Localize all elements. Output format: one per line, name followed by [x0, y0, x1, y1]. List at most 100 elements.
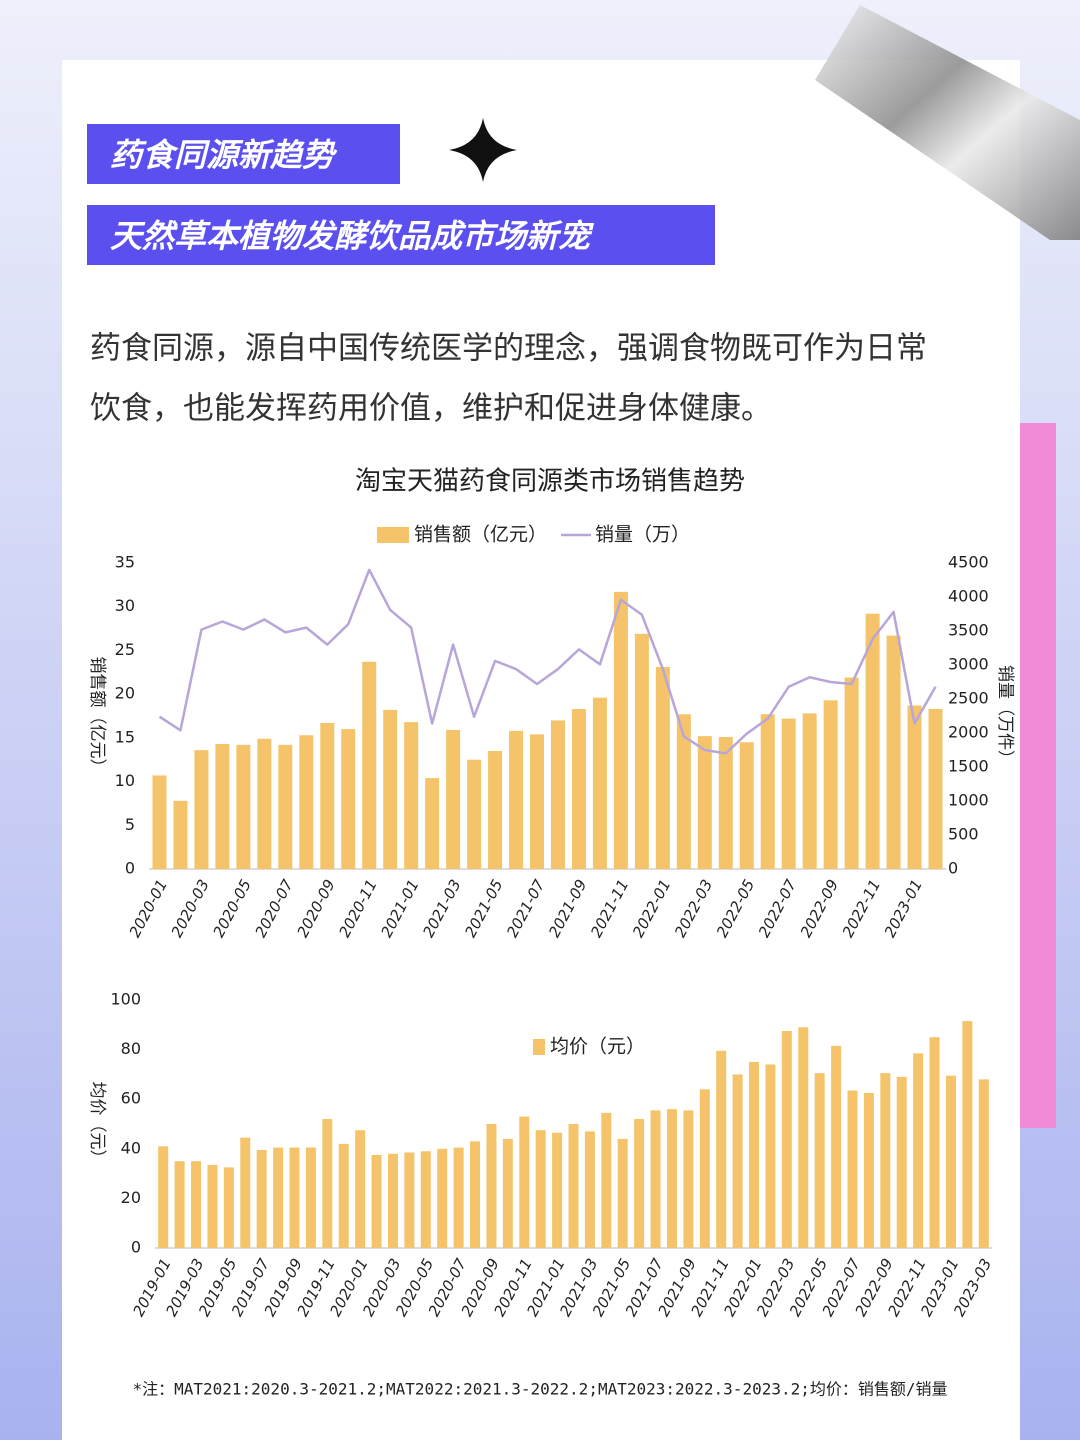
bar: [781, 718, 796, 869]
bar: [760, 714, 775, 869]
bar: [584, 1131, 595, 1248]
bar: [194, 750, 209, 869]
bar: [749, 1062, 760, 1248]
y-tick-label: 15: [115, 727, 135, 746]
bar: [666, 1109, 677, 1248]
bar: [173, 800, 188, 869]
bar: [223, 1167, 234, 1248]
y-tick-label: 30: [115, 596, 135, 615]
bar: [191, 1161, 202, 1248]
bar: [592, 697, 607, 869]
y-tick-label: 40: [121, 1138, 141, 1157]
bar: [886, 635, 901, 869]
bar: [802, 713, 817, 869]
bar: [519, 1116, 530, 1248]
y2-tick-label: 2000: [948, 723, 989, 742]
bar: [928, 709, 943, 869]
bar: [634, 1119, 645, 1248]
bar: [781, 1031, 792, 1248]
bar: [847, 1090, 858, 1248]
bar: [158, 1146, 169, 1248]
bar: [299, 735, 314, 869]
bar: [467, 759, 482, 869]
bar: [831, 1045, 842, 1248]
tag-text: 药食同源新趋势: [110, 136, 338, 174]
bar: [568, 1124, 579, 1248]
y2-tick-label: 4500: [948, 553, 989, 572]
bar: [765, 1064, 776, 1248]
bar: [962, 1021, 973, 1248]
bar: [486, 1124, 497, 1248]
bar: [929, 1037, 940, 1248]
bar: [446, 729, 461, 869]
bar: [278, 744, 293, 869]
bar: [502, 1138, 513, 1248]
bar: [338, 1143, 349, 1248]
title-box: [87, 205, 715, 265]
bar: [716, 1050, 727, 1248]
bar: [907, 705, 922, 869]
bar: [152, 775, 167, 869]
line: [158, 568, 937, 755]
bar: [425, 778, 440, 869]
bar: [601, 1112, 612, 1248]
bar: [552, 1132, 563, 1248]
bar: [371, 1155, 382, 1248]
y2-tick-label: 500: [948, 825, 979, 844]
foil-decoration: [815, 5, 1080, 240]
bar: [571, 709, 586, 869]
bar: [945, 1075, 956, 1248]
bar: [676, 714, 691, 869]
bar: [257, 738, 272, 869]
y2-tick-label: 3000: [948, 655, 989, 674]
bar: [634, 633, 649, 869]
bar: [896, 1076, 907, 1248]
bar: [617, 1138, 628, 1248]
bar: [913, 1053, 924, 1248]
bar: [322, 1119, 333, 1248]
bar: [305, 1147, 316, 1248]
bar: [550, 720, 565, 869]
bar: [865, 613, 880, 869]
bar: [341, 729, 356, 869]
bar: [613, 591, 628, 869]
legend-label: 销量（万）: [595, 524, 690, 546]
tag-box: [87, 124, 400, 184]
paragraph-line: 药食同源，源自中国传统医学的理念，强调食物既可作为日常: [90, 331, 927, 367]
bar: [453, 1147, 464, 1248]
y-tick-label: 5: [125, 815, 135, 834]
bar: [404, 1152, 415, 1248]
star: [449, 118, 517, 182]
legend-swatch: [533, 1039, 545, 1055]
bar: [798, 1027, 809, 1248]
bar: [387, 1153, 398, 1248]
bar: [362, 661, 377, 869]
bar: [240, 1137, 251, 1248]
bar: [697, 736, 712, 869]
bar: [355, 1130, 366, 1248]
y-tick-label: 20: [115, 684, 135, 703]
bar: [320, 722, 335, 869]
y-tick-label: 100: [110, 990, 141, 1009]
bar: [509, 730, 524, 869]
bar: [437, 1148, 448, 1248]
pink-strip: [1020, 423, 1056, 1128]
legend-label: 销售额（亿元）: [414, 524, 547, 546]
bar: [530, 734, 545, 869]
bar: [420, 1151, 431, 1248]
y2-tick-label: 2500: [948, 689, 989, 708]
bar: [814, 1073, 825, 1248]
paragraph-line: 饮食，也能发挥药用价值，维护和促进身体健康。: [90, 391, 772, 427]
y-tick-label: 35: [115, 553, 135, 572]
y2-tick-label: 1500: [948, 757, 989, 776]
bar: [655, 667, 670, 869]
y2-tick-label: 1000: [948, 791, 989, 810]
bar: [383, 709, 398, 869]
y-axis-label: 均价（元）: [87, 1082, 107, 1167]
bar: [880, 1073, 891, 1248]
bar: [739, 742, 754, 869]
bar: [823, 700, 838, 869]
bar: [699, 1089, 710, 1248]
bar: [404, 722, 419, 869]
